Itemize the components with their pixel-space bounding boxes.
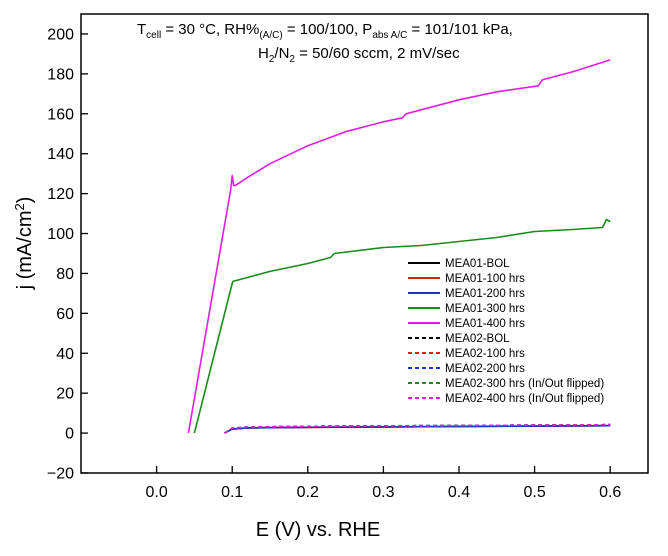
x-axis-ticks: 0.0 0.1 0.2 0.3 0.4 0.5 0.6 xyxy=(145,466,621,501)
y-tick-label: −20 xyxy=(47,466,74,483)
annotation-line-1: Tcell = 30 °C, RH%(A/C) = 100/100, Pabs … xyxy=(137,21,513,41)
y-tick-label: 200 xyxy=(47,26,74,43)
legend-label: MEA02-100 hrs xyxy=(445,348,525,360)
y-tick-label: 120 xyxy=(47,186,74,203)
y-tick-label: 40 xyxy=(56,346,74,363)
x-tick-label: 0.0 xyxy=(145,484,167,501)
plot-area xyxy=(80,13,649,474)
y-axis-title: j (mA/cm2) xyxy=(12,197,36,291)
series-layer xyxy=(187,59,611,434)
legend-label: MEA01-300 hrs xyxy=(445,303,525,315)
legend-label: MEA02-BOL xyxy=(445,333,510,345)
series-line-10 xyxy=(224,423,611,434)
plot-frame xyxy=(80,13,649,474)
legend: MEA01-BOL MEA01-100 hrs MEA01-200 hrs MEA01… xyxy=(408,258,604,405)
y-tick-label: 0 xyxy=(65,426,74,443)
y-tick-label: 80 xyxy=(56,266,74,283)
legend-label: MEA01-100 hrs xyxy=(445,273,525,285)
y-tick-label: 100 xyxy=(47,226,74,243)
conditions-annotation: Tcell = 30 °C, RH%(A/C) = 100/100, Pabs … xyxy=(137,21,513,65)
y-tick-label: 140 xyxy=(47,146,74,163)
y-tick-label: 60 xyxy=(56,306,74,323)
x-tick-label: 0.4 xyxy=(448,484,470,501)
x-tick-label: 0.3 xyxy=(372,484,394,501)
x-tick-label: 0.2 xyxy=(297,484,319,501)
legend-label: MEA02-200 hrs xyxy=(445,363,525,375)
x-axis-title: E (V) vs. RHE xyxy=(256,519,380,541)
x-tick-label: 0.6 xyxy=(599,484,621,501)
series-line-3 xyxy=(224,424,611,434)
series-line-5 xyxy=(187,59,611,434)
legend-label: MEA01-BOL xyxy=(445,258,510,270)
y-tick-label: 180 xyxy=(47,66,74,83)
x-tick-label: 0.1 xyxy=(221,484,243,501)
y-tick-label: 20 xyxy=(56,386,74,403)
series-line-4 xyxy=(193,218,611,434)
x-tick-label: 0.5 xyxy=(523,484,545,501)
y-axis-ticks: −20 0 20 40 60 80 100 120 140 160 180 200 xyxy=(47,26,88,483)
legend-label: MEA02-300 hrs (In/Out flipped) xyxy=(445,378,604,390)
legend-label: MEA01-200 hrs xyxy=(445,288,525,300)
legend-label: MEA01-400 hrs xyxy=(445,318,525,330)
y-tick-label: 160 xyxy=(47,106,74,123)
annotation-line-2: H2/N2 = 50/60 sccm, 2 mV/sec xyxy=(258,45,460,65)
legend-label: MEA02-400 hrs (In/Out flipped) xyxy=(445,393,604,405)
